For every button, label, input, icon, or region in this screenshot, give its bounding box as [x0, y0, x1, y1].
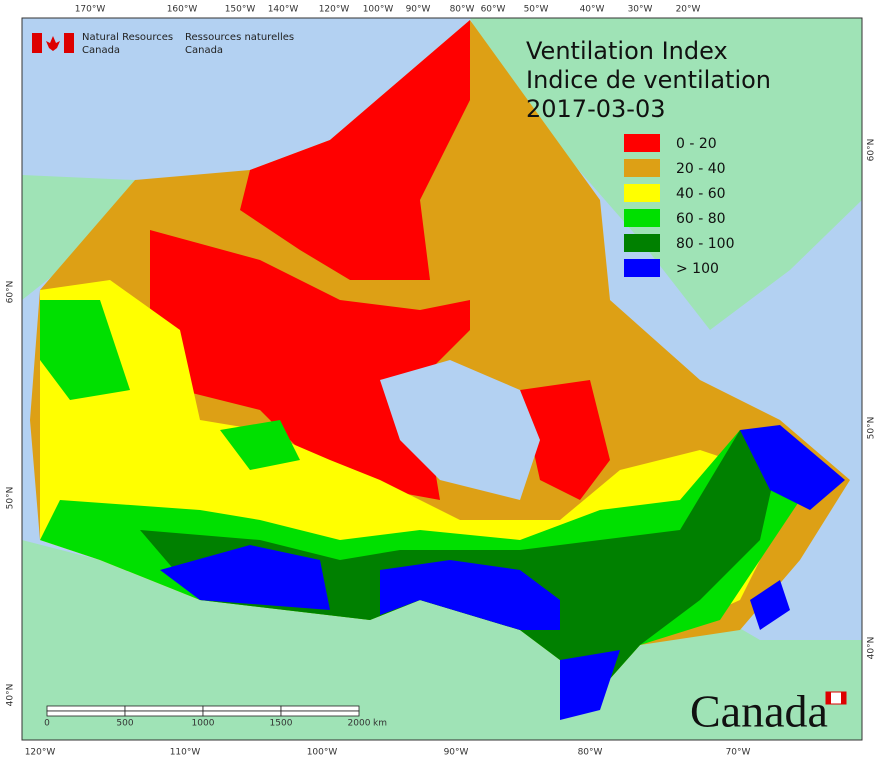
lon-label: 30°W	[628, 5, 653, 15]
legend-label: 80 - 100	[676, 236, 735, 252]
usa	[22, 540, 862, 740]
legend: 0 - 20 20 - 40 40 - 60 60 - 80 80 - 100 > 100	[624, 134, 735, 277]
title: 2017-03-03	[526, 95, 665, 123]
wordmark-flag	[841, 692, 846, 704]
lon-label: 40°W	[580, 5, 605, 15]
red-central	[150, 230, 470, 500]
lat-label: 50°N	[6, 487, 16, 510]
alaska	[22, 175, 135, 300]
scale-segment	[202, 705, 282, 712]
lon-label: 150°W	[225, 5, 256, 15]
blue-ontario	[380, 560, 560, 630]
lon-label: 80°W	[578, 748, 603, 758]
dkgreen-band	[140, 430, 780, 690]
scale-bar: 0 500 1000 1500 2000 km	[44, 705, 387, 729]
lon-label: 80°W	[450, 5, 475, 15]
legend-swatch	[624, 159, 660, 177]
title: Ventilation Index	[526, 37, 728, 65]
legend-label: 20 - 40	[676, 161, 726, 177]
lon-label: 100°W	[363, 5, 394, 15]
legend-label: 60 - 80	[676, 211, 726, 227]
lon-label: 90°W	[444, 748, 469, 758]
wordmark-text: Canada	[690, 686, 828, 737]
lon-label: 140°W	[268, 5, 299, 15]
dept-fr: Ressources naturelles	[185, 32, 294, 43]
lat-label: 60°N	[867, 139, 877, 162]
blue-labrador	[740, 425, 845, 510]
lat-label: 40°N	[867, 637, 877, 660]
scale-label: 0	[44, 719, 50, 729]
scale-label: 1500	[270, 719, 293, 729]
lon-label: 50°W	[524, 5, 549, 15]
wordmark: Canada	[690, 686, 847, 737]
lon-label: 120°W	[319, 5, 350, 15]
green-bc	[40, 300, 130, 400]
lat-label: 50°N	[867, 417, 877, 440]
lon-label: 120°W	[25, 748, 56, 758]
land	[22, 18, 862, 740]
lon-label: 160°W	[167, 5, 198, 15]
blue-ns	[750, 580, 790, 630]
legend-swatch	[624, 234, 660, 252]
graticule: 170°W 160°W 150°W 140°W 120°W 100°W 90°W 80°W 60…	[6, 5, 877, 758]
green-prairie	[220, 420, 300, 470]
lon-label: 60°W	[481, 5, 506, 15]
flag-bar	[64, 33, 74, 53]
dept-fr: Canada	[185, 45, 223, 56]
frame	[21, 17, 863, 741]
legend-swatch	[624, 184, 660, 202]
scale-unit: km	[373, 719, 387, 729]
scale-segment	[124, 705, 204, 712]
scale-segment	[46, 710, 126, 717]
scale-segment	[280, 705, 360, 712]
scale-label: 1000	[192, 719, 215, 729]
lat-label: 40°N	[6, 684, 16, 707]
scale-segment	[202, 710, 282, 717]
greenland	[470, 18, 862, 330]
blue-prairie	[160, 545, 330, 610]
red-quebec	[520, 380, 610, 500]
blue-south	[560, 650, 620, 720]
flag-bar	[32, 33, 42, 53]
scale-segment	[46, 705, 126, 712]
lon-label: 70°W	[726, 748, 751, 758]
lon-label: 20°W	[676, 5, 701, 15]
hudson-bay	[380, 360, 540, 500]
wordmark-flag	[826, 692, 831, 704]
legend-label: 40 - 60	[676, 186, 726, 202]
red-north	[240, 20, 470, 280]
title: Indice de ventilation	[526, 66, 771, 94]
legend-label: > 100	[676, 261, 719, 277]
lon-label: 170°W	[75, 5, 106, 15]
legend-label: 0 - 20	[676, 136, 717, 152]
scale-segment	[280, 710, 360, 717]
nrcan-logo: Natural Resources Canada Ressources natu…	[32, 32, 294, 56]
legend-swatch	[624, 259, 660, 277]
scale-label: 500	[116, 719, 133, 729]
legend-swatch	[624, 134, 660, 152]
maple-leaf	[46, 36, 60, 51]
dept-en: Natural Resources	[82, 32, 173, 43]
lon-label: 90°W	[406, 5, 431, 15]
lon-label: 100°W	[307, 748, 338, 758]
scale-segment	[124, 710, 204, 717]
scale-label: 2000	[348, 719, 371, 729]
dept-en: Canada	[82, 45, 120, 56]
lat-label: 60°N	[6, 281, 16, 304]
lon-label: 110°W	[170, 748, 201, 758]
legend-swatch	[624, 209, 660, 227]
